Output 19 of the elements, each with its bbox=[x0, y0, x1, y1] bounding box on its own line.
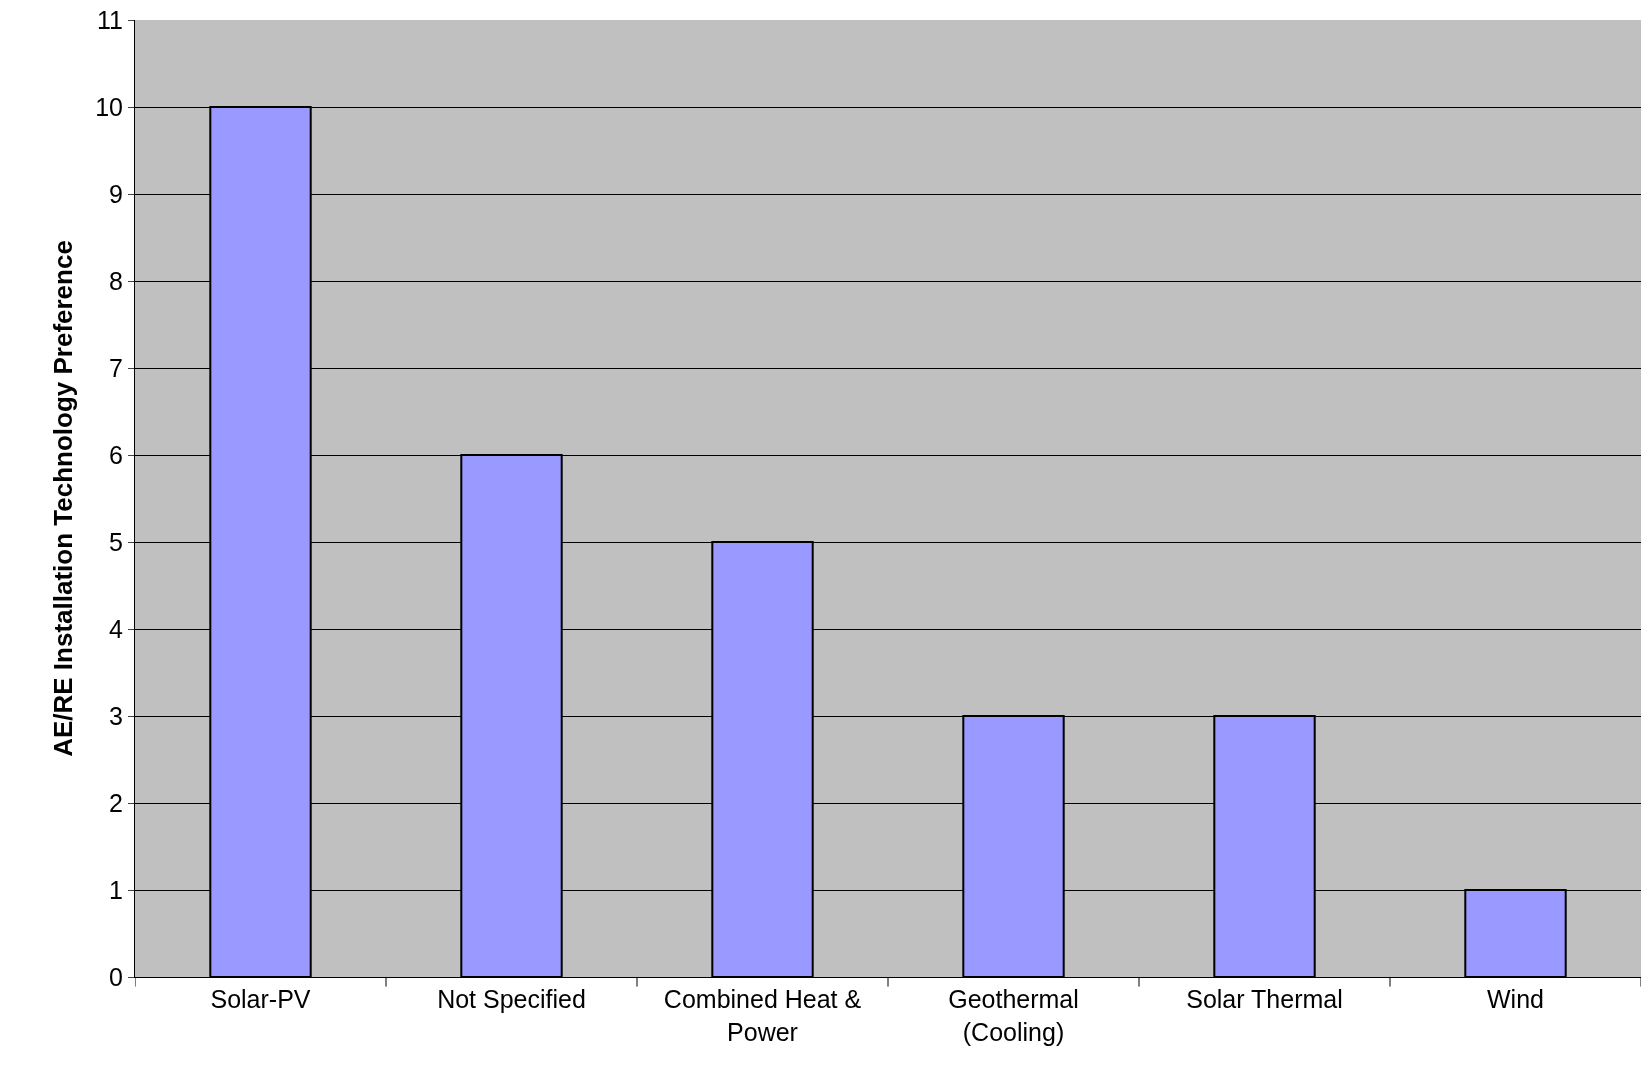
y-tick-label: 8 bbox=[109, 266, 123, 295]
y-tick-label: 1 bbox=[109, 875, 123, 904]
y-tick-label: 9 bbox=[109, 179, 123, 208]
x-tick-label: Geothermal (Cooling) bbox=[948, 985, 1079, 1046]
y-tick-label: 3 bbox=[109, 701, 123, 730]
y-tick-label: 10 bbox=[95, 92, 123, 121]
x-tick-label: Solar Thermal bbox=[1186, 985, 1343, 1013]
y-axis-title: AE/RE Installation Technology Preference bbox=[47, 240, 78, 757]
y-tick-label: 2 bbox=[109, 788, 123, 817]
x-tick-label: Not Specified bbox=[437, 985, 586, 1013]
x-tick-label: Combined Heat & Power bbox=[663, 985, 862, 1046]
x-tick-label: Wind bbox=[1487, 985, 1544, 1013]
x-tick-label: Solar-PV bbox=[210, 985, 311, 1013]
y-tick-label: 4 bbox=[109, 614, 124, 643]
y-tick-label: 5 bbox=[109, 527, 123, 556]
y-tick-label: 0 bbox=[109, 962, 123, 991]
y-tick-label: 11 bbox=[97, 5, 123, 34]
y-tick-label: 6 bbox=[109, 440, 123, 469]
y-tick-label: 7 bbox=[109, 353, 123, 382]
